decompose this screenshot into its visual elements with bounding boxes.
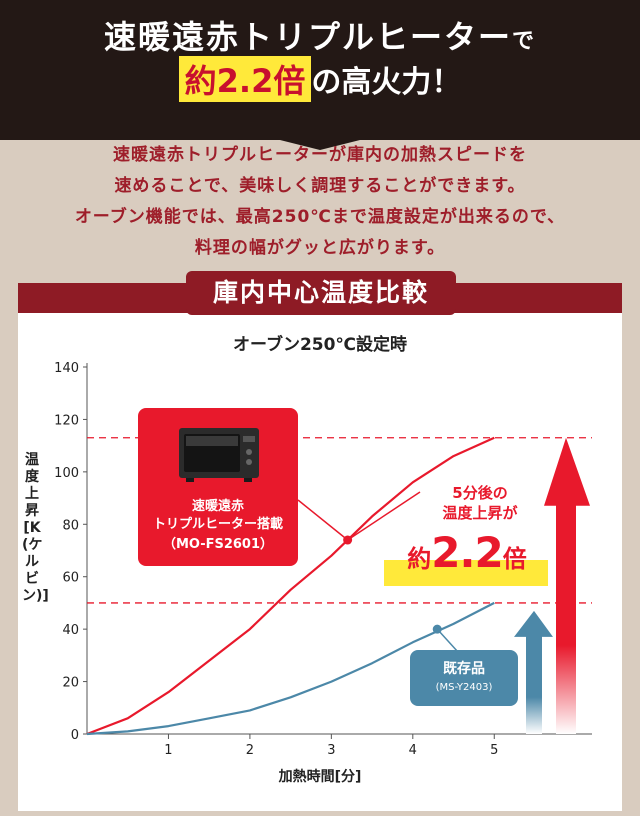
- y-tick-label: 140: [54, 361, 79, 376]
- x-tick-label: 5: [490, 743, 498, 758]
- annotation-leader: [347, 491, 421, 541]
- chart-title: オーブン250℃設定時: [232, 335, 408, 355]
- x-tick-label: 1: [164, 743, 172, 758]
- headline-rest: の高火力！: [311, 65, 462, 100]
- lead-line: 速めることで、美味しく調理することができます。: [114, 176, 526, 196]
- headline-main: 速暖遠赤トリプルヒーター: [103, 18, 512, 56]
- headline-suffix: で: [512, 29, 537, 54]
- old-model-label: 既存品: [443, 661, 485, 677]
- lead-text: 速暖遠赤トリプルヒーターが庫内の加熱スピードを 速めることで、美味しく調理するこ…: [20, 140, 620, 264]
- y-tick-label: 40: [62, 623, 79, 638]
- y-tick-label: 100: [54, 466, 79, 481]
- new-model-marker: [343, 535, 353, 545]
- x-tick-label: 2: [246, 743, 254, 758]
- lead-line: 料理の幅がグッと広がります。: [194, 238, 446, 258]
- x-tick-label: 4: [409, 743, 417, 758]
- x-axis-label: 加熱時間[分]: [278, 769, 362, 785]
- y-tick-label: 0: [71, 728, 79, 743]
- header-band: [0, 0, 640, 140]
- annotation-prefix: 約: [407, 545, 432, 573]
- y-axis-label: 温度上昇[K(ケルビン)]: [22, 452, 49, 604]
- new-model-line2: トリプルヒーター搭載: [152, 517, 283, 532]
- old-model-callout: 既存品 (MS-Y2403): [410, 650, 518, 706]
- new-model-leader: [297, 499, 349, 541]
- old-model-up-arrow: [514, 610, 553, 734]
- lead-line: 速暖遠赤トリプルヒーターが庫内の加熱スピードを: [113, 145, 527, 165]
- y-tick-label: 60: [62, 571, 79, 586]
- y-tick-label: 20: [62, 676, 79, 691]
- annotation-highlight: [384, 560, 548, 586]
- new-model-line1: 速暖遠赤: [191, 499, 244, 514]
- y-tick-label: 120: [54, 413, 79, 428]
- microwave-oven-icon: [179, 428, 259, 482]
- headline-line1: 速暖遠赤トリプルヒーターで: [0, 12, 640, 58]
- header-notch: [0, 139, 640, 150]
- new-model-code: （MO-FS2601）: [162, 537, 274, 552]
- annotation-number: 2.2: [431, 528, 503, 577]
- section-title: 庫内中心温度比較: [186, 271, 456, 315]
- y-tick-label: 80: [62, 518, 79, 533]
- old-model-marker: [432, 624, 442, 634]
- old-model-leader: [436, 628, 459, 653]
- old-model-code: (MS-Y2403): [435, 682, 493, 693]
- headline-highlight: 約2.2倍: [178, 56, 312, 102]
- annotation-value: 約2.2倍: [382, 528, 552, 577]
- annotation-line2: 温度上昇が: [442, 504, 518, 522]
- annotation-line1: 5分後の: [452, 484, 508, 502]
- lead-line: オーブン機能では、最高250℃まで温度設定が出来るので、: [74, 207, 566, 227]
- annotation-suffix: 倍: [502, 545, 527, 573]
- new-model-up-arrow: [544, 437, 590, 734]
- headline-line2: 約2.2倍 の高火力！: [0, 56, 640, 102]
- x-tick-label: 3: [327, 743, 335, 758]
- old-model-series-line: [86, 601, 495, 736]
- new-model-series-line: [86, 436, 495, 736]
